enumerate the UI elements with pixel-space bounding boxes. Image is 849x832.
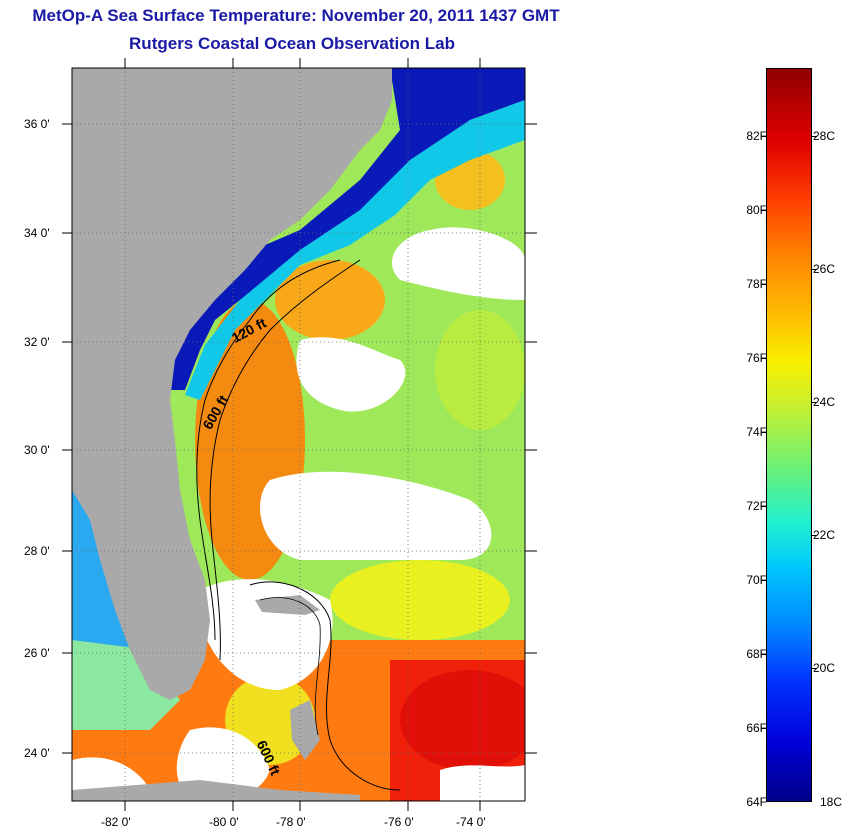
- lon-label-80: -80 0': [209, 815, 239, 829]
- colorbar-tick: [761, 358, 766, 359]
- map-subtitle: Rutgers Coastal Ocean Observation Lab: [129, 34, 455, 53]
- colorbar-tick: [761, 580, 766, 581]
- colorbar-tick: [761, 432, 766, 433]
- sst-gulfstream-north: [275, 260, 385, 340]
- cloud-cover-1: [391, 227, 525, 300]
- lon-label-76: -76 0': [384, 815, 414, 829]
- colorbar-tick: [812, 535, 817, 536]
- lat-label-30: 30 0': [24, 443, 50, 457]
- sst-hot-patch: [400, 670, 525, 770]
- colorbar-c-18: 18C: [820, 795, 843, 809]
- colorbar-c-22: 22C: [813, 528, 836, 542]
- colorbar-f-70: 70F: [746, 573, 767, 587]
- sst-east-patch: [435, 310, 525, 430]
- colorbar: [766, 68, 812, 802]
- land-cuba: [72, 780, 360, 801]
- contour-bahamas: [249, 581, 401, 791]
- lon-label-82: -82 0': [101, 815, 131, 829]
- lon-label-78: -78 0': [276, 815, 306, 829]
- cloud-cover-3: [260, 471, 492, 560]
- cloud-cover-7: [440, 765, 525, 801]
- colorbar-tick: [761, 136, 766, 137]
- colorbar-f-78: 78F: [746, 277, 767, 291]
- colorbar-tick: [812, 136, 817, 137]
- axis-ticks: [62, 58, 537, 811]
- colorbar-c-24: 24C: [813, 395, 836, 409]
- map-frame: [71, 67, 526, 802]
- sst-cold-shelf: [160, 68, 525, 390]
- lat-label-24: 24 0': [24, 746, 50, 760]
- colorbar-tick: [812, 269, 817, 270]
- colorbar-tick: [761, 210, 766, 211]
- colorbar-f-82: 82F: [746, 129, 767, 143]
- colorbar-tick: [761, 506, 766, 507]
- sst-cool-shelf: [185, 100, 525, 400]
- land-andros: [290, 700, 320, 760]
- map-title: MetOp-A Sea Surface Temperature: Novembe…: [32, 6, 560, 25]
- colorbar-f-68: 68F: [746, 647, 767, 661]
- colorbar-tick: [761, 728, 766, 729]
- colorbar-c-28: 28C: [813, 129, 836, 143]
- colorbar-f-74: 74F: [746, 425, 767, 439]
- lat-label-28: 28 0': [24, 544, 50, 558]
- lat-label-34: 34 0': [24, 226, 50, 240]
- colorbar-c-20: 20C: [813, 661, 836, 675]
- contour-bahamas-inner: [259, 597, 321, 736]
- colorbar-tick: [812, 402, 817, 403]
- lat-label-32: 32 0': [24, 335, 50, 349]
- land-mainland: [72, 68, 392, 700]
- colorbar-f-64: 64F: [746, 795, 767, 809]
- colorbar-tick: [761, 654, 766, 655]
- land-grand-bahama: [255, 595, 320, 615]
- colorbar-f-80: 80F: [746, 203, 767, 217]
- colorbar-f-72: 72F: [746, 499, 767, 513]
- colorbar-c-26: 26C: [813, 262, 836, 276]
- lon-label-74: -74 0': [456, 815, 486, 829]
- contour-600ft: [209, 259, 361, 661]
- lat-label-36: 36 0': [24, 117, 50, 131]
- colorbar-f-76: 76F: [746, 351, 767, 365]
- lat-label-26: 26 0': [24, 646, 50, 660]
- colorbar-f-66: 66F: [746, 721, 767, 735]
- cloud-cover-2: [296, 337, 406, 412]
- colorbar-tick: [761, 284, 766, 285]
- contour-120ft: [196, 259, 341, 641]
- sst-central-yellow: [330, 560, 510, 640]
- colorbar-tick: [812, 668, 817, 669]
